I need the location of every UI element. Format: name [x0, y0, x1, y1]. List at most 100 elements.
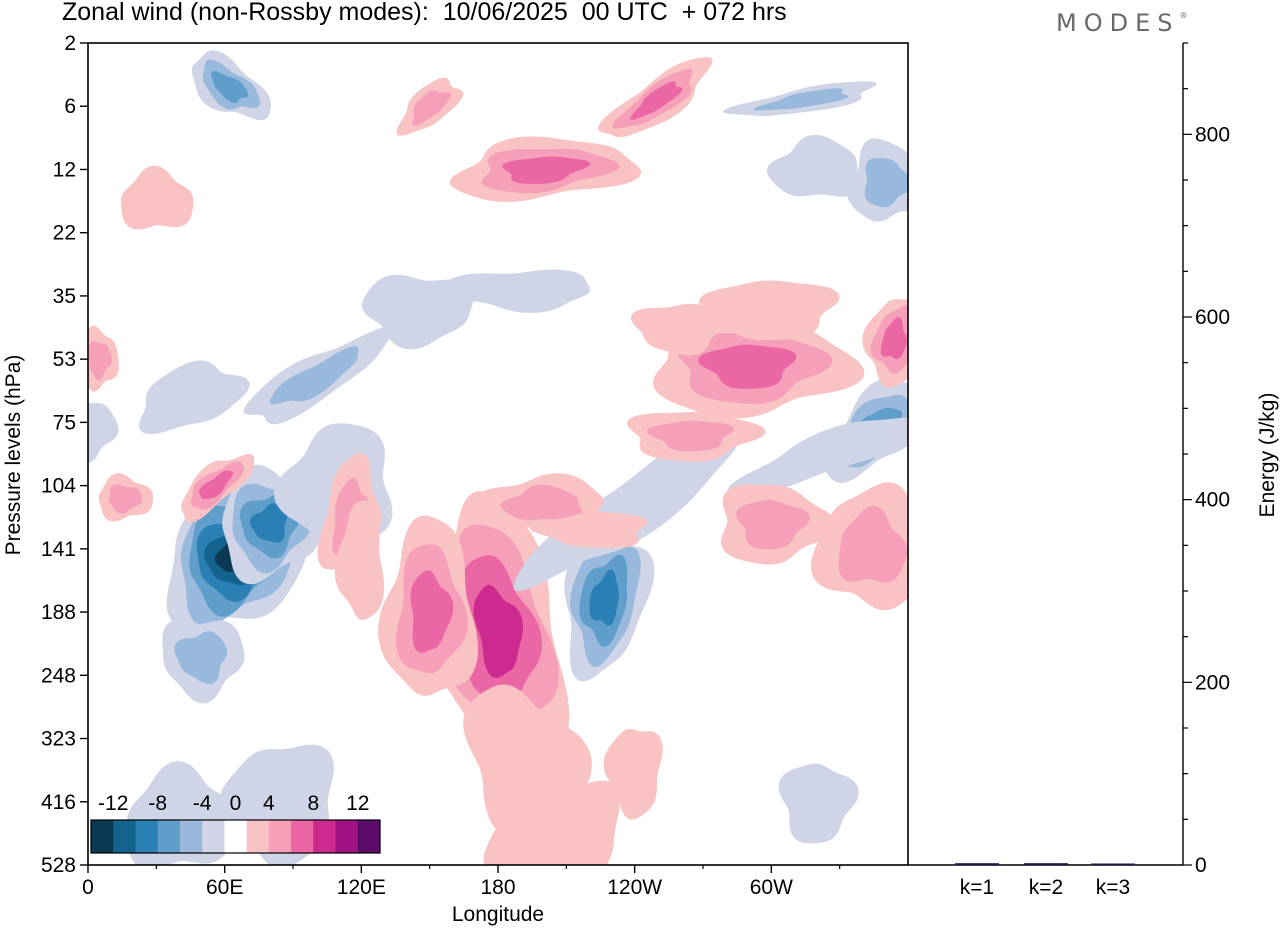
negative-wind-feature — [847, 138, 908, 222]
y-tick-label: 323 — [41, 728, 76, 751]
colorbar-swatch — [246, 820, 270, 853]
colorbar-swatch — [357, 820, 381, 853]
contour-level-3 — [880, 317, 908, 360]
negative-wind-feature — [243, 326, 395, 425]
contour-level-4 — [473, 584, 524, 679]
negative-wind-feature — [722, 81, 877, 117]
y-tick-label: 12 — [53, 158, 76, 181]
contour-level-1 — [630, 303, 730, 356]
contour-level-1 — [728, 417, 908, 496]
x-tick-label: 120W — [607, 876, 662, 899]
y-tick-label: 528 — [41, 854, 76, 877]
contour-level-2 — [89, 341, 112, 381]
contour-level-2 — [108, 484, 143, 514]
colorbar-label: -8 — [148, 792, 167, 815]
colorbar-label: 4 — [263, 792, 275, 815]
negative-wind-feature — [162, 619, 245, 704]
colorbar-swatch — [268, 820, 292, 853]
negative-wind-feature — [766, 134, 862, 197]
colorbar-label: 0 — [230, 792, 242, 815]
energy-panel: 0 200 400 600 800 k=1 k=2 k=3 — [908, 42, 1230, 899]
colorbar-swatch — [157, 820, 181, 853]
positive-wind-feature — [378, 515, 479, 696]
contour-level-4 — [249, 503, 288, 543]
colorbar-label: -4 — [193, 792, 212, 815]
positive-wind-feature — [88, 325, 119, 392]
energy-tick-label: 600 — [1195, 306, 1230, 329]
energy-axis-label: Energy (J/kg) — [1256, 393, 1279, 518]
colorbar-label: -12 — [98, 792, 128, 815]
contour-level-2 — [647, 420, 734, 452]
y-tick-label: 416 — [41, 791, 76, 814]
contour-level-3 — [211, 70, 249, 104]
positive-wind-feature — [630, 303, 730, 356]
colorbar-swatch — [113, 820, 136, 853]
energy-bar-k2 — [1024, 863, 1068, 865]
contour-level-1 — [699, 280, 840, 341]
positive-wind-feature — [699, 280, 840, 341]
contour-level-1 — [120, 165, 194, 230]
energy-category-label: k=2 — [1029, 876, 1063, 899]
y-tick-label: 6 — [64, 95, 76, 118]
contour-level-2 — [174, 631, 228, 685]
y-tick-label: 22 — [53, 222, 76, 245]
contour-level-2 — [500, 484, 582, 521]
contour-level-2 — [412, 90, 452, 126]
colorbar-swatch — [313, 820, 337, 853]
positive-wind-feature — [598, 57, 713, 138]
positive-wind-feature — [720, 484, 836, 565]
positive-wind-feature — [529, 511, 648, 549]
y-axis-label: Pressure levels (hPa) — [2, 355, 25, 556]
brand-text: MODES — [1056, 9, 1180, 37]
contour-level-1 — [778, 763, 859, 844]
contour-level-3 — [502, 156, 591, 184]
contour-level-1 — [529, 511, 648, 549]
contour-level-2 — [269, 346, 359, 405]
positive-wind-feature — [627, 411, 766, 462]
negative-wind-feature — [361, 274, 475, 350]
y-tick-label: 141 — [41, 538, 76, 561]
positive-wind-feature — [396, 77, 464, 136]
positive-wind-feature — [449, 136, 642, 202]
negative-wind-feature — [778, 763, 859, 844]
positive-wind-feature — [603, 728, 663, 820]
energy-category-label: k=1 — [960, 876, 994, 899]
contour-level-3 — [698, 344, 797, 389]
x-tick-label: 60E — [206, 876, 243, 899]
modes-logo: MODES® — [1056, 9, 1187, 37]
y-tick-label: 104 — [41, 475, 76, 498]
contour-level-2 — [838, 505, 908, 583]
x-tick-label: 0 — [82, 876, 94, 899]
contour-level-1 — [138, 360, 250, 435]
y-tick-label: 75 — [53, 411, 76, 434]
y-tick-label: 53 — [53, 348, 76, 371]
colorbar-swatch — [202, 820, 225, 853]
colorbar-swatch — [291, 820, 314, 853]
negative-wind-feature — [728, 417, 908, 496]
contour-level-3 — [198, 470, 234, 500]
positive-wind-feature — [334, 500, 385, 621]
negative-wind-feature — [138, 360, 250, 435]
x-axis-label: Longitude — [452, 903, 544, 926]
positive-wind-feature — [483, 780, 621, 865]
energy-category-label: k=3 — [1096, 876, 1130, 899]
contour-level-1 — [361, 274, 475, 350]
x-axis: 0 60E 120E 180 120W 60W — [82, 865, 841, 899]
contour-level-4 — [589, 569, 619, 626]
positive-wind-feature — [181, 453, 255, 523]
energy-tick-label: 400 — [1195, 489, 1230, 512]
negative-wind-feature — [445, 269, 591, 313]
registered-mark: ® — [1179, 11, 1188, 20]
colorbar: -12 -8 -4 0 4 8 12 — [90, 792, 381, 854]
contour-level-2 — [753, 88, 849, 111]
contour-level-1 — [603, 728, 663, 820]
colorbar-swatch — [335, 820, 359, 853]
contour-level-1 — [766, 134, 862, 197]
y-axis: 2 6 12 22 35 53 75 104 141 188 248 323 416 528 — [41, 32, 88, 877]
negative-wind-feature — [564, 524, 655, 682]
negative-wind-feature — [88, 402, 119, 463]
contour-level-3 — [410, 570, 454, 653]
contour-level-1 — [334, 500, 385, 621]
chart-title: Zonal wind (non-Rossby modes): 10/06/202… — [62, 0, 787, 26]
